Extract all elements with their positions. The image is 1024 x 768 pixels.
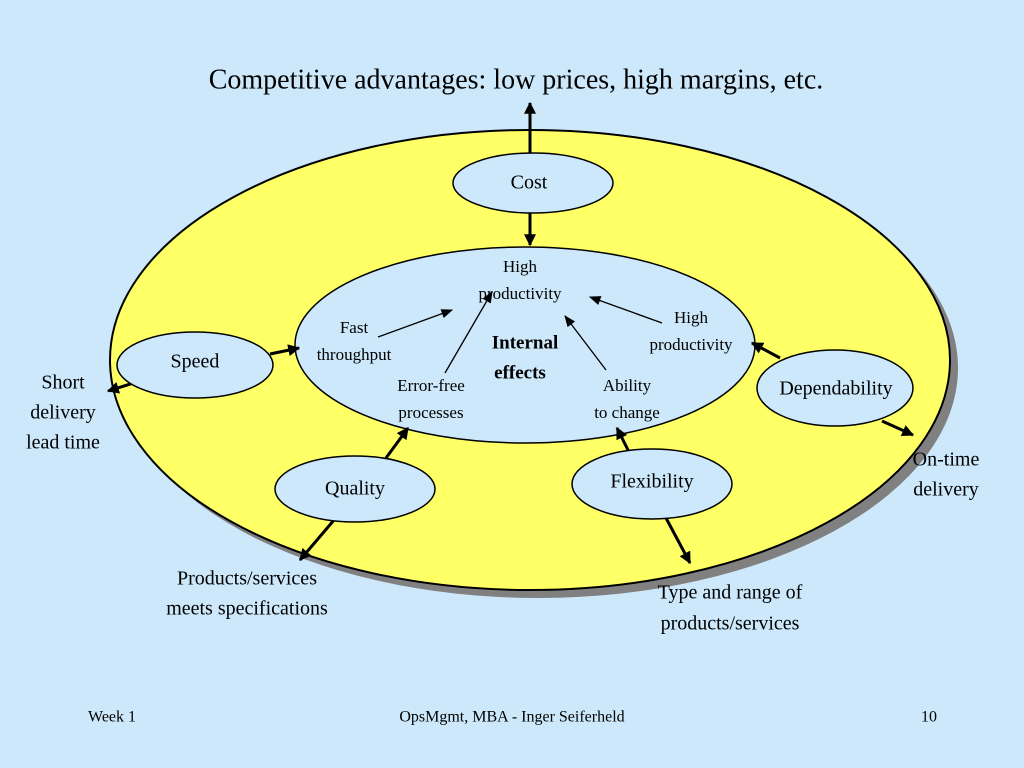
- outcome: lead time: [26, 432, 100, 454]
- footer-center: OpsMgmt, MBA - Inger Seiferheld: [399, 709, 624, 726]
- outcome: Products/services: [177, 568, 317, 590]
- internal-label: Internal: [492, 332, 559, 353]
- node-label: Dependability: [779, 378, 892, 400]
- outcome: On-time: [913, 449, 980, 471]
- outcome: products/services: [661, 613, 800, 635]
- effect: throughput: [317, 345, 392, 364]
- effect: productivity: [649, 335, 733, 354]
- inner-arrows: [377, 290, 663, 374]
- footer-left: Week 1: [88, 709, 136, 726]
- outcome: meets specifications: [166, 598, 328, 620]
- outcome: delivery: [30, 402, 96, 424]
- effect: High: [674, 308, 709, 327]
- outcome: delivery: [913, 479, 979, 501]
- effect: High: [503, 257, 538, 276]
- effect: to change: [594, 403, 660, 422]
- footer-right: 10: [921, 709, 937, 726]
- node-label: Speed: [171, 351, 220, 373]
- effect: Error-free: [397, 376, 465, 395]
- outcomes: Short delivery lead time Products/servic…: [26, 372, 979, 635]
- node-label: Cost: [511, 172, 548, 194]
- title: Competitive advantages: low prices, high…: [209, 64, 824, 95]
- internal-label: effects: [494, 362, 546, 383]
- arrows: [106, 101, 915, 565]
- effect: processes: [398, 403, 463, 422]
- effect: Fast: [340, 318, 369, 337]
- node-shapes: [116, 152, 914, 523]
- outcome: Type and range of: [658, 582, 803, 604]
- internal-effects: Internal effects High productivity Fast …: [317, 257, 733, 422]
- outcome: Short: [41, 372, 85, 394]
- effect: Ability: [603, 376, 652, 395]
- effect: productivity: [478, 284, 562, 303]
- node-label: Quality: [325, 478, 385, 500]
- node-label: Flexibility: [610, 471, 693, 493]
